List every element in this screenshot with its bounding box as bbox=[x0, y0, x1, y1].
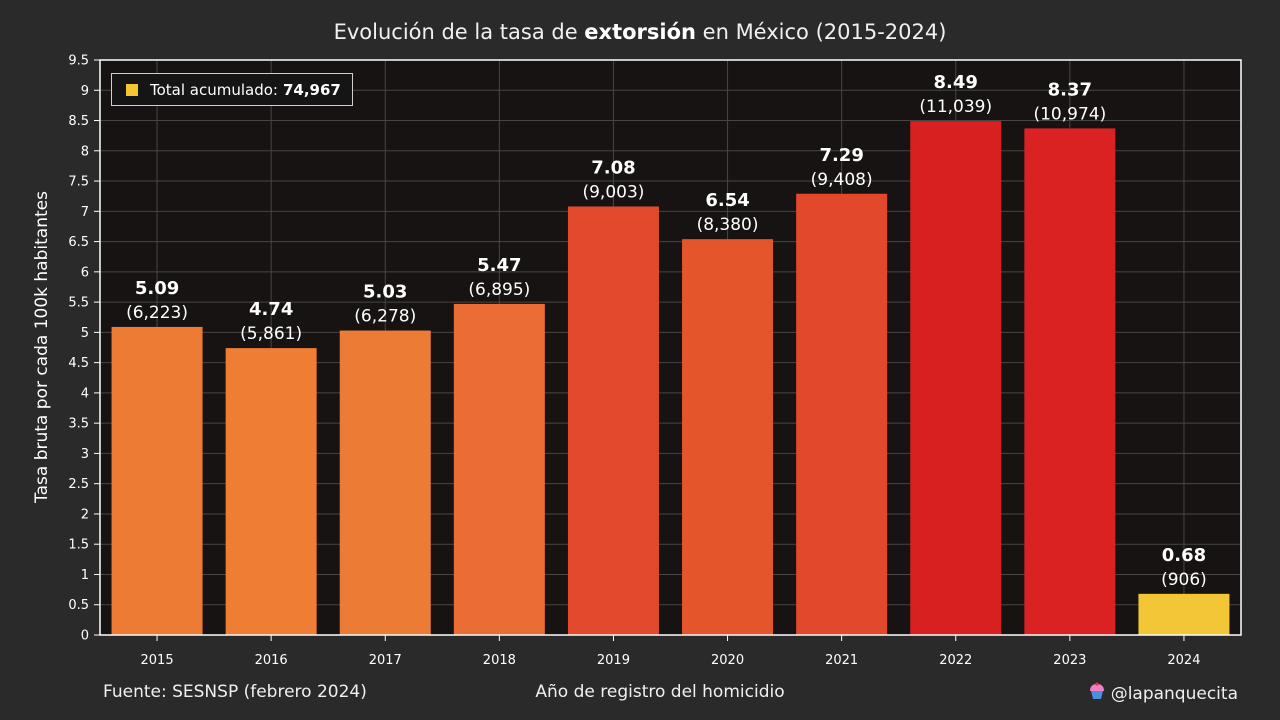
x-tick-label: 2024 bbox=[1167, 653, 1200, 668]
y-tick-label: 3.5 bbox=[68, 417, 89, 432]
y-tick-label: 8.5 bbox=[68, 114, 89, 129]
plot-border bbox=[99, 59, 1242, 636]
bar-2020 bbox=[682, 239, 774, 635]
y-tick-label: 5 bbox=[81, 326, 89, 341]
y-tick-label: 1.5 bbox=[68, 538, 89, 553]
y-tick-label: 9.5 bbox=[68, 54, 89, 69]
title-bold: extorsión bbox=[584, 20, 696, 44]
count-label-2018: (6,895) bbox=[468, 280, 530, 300]
x-tick-label: 2016 bbox=[255, 653, 288, 668]
count-label-2015: (6,223) bbox=[126, 303, 188, 323]
y-tick-label: 9 bbox=[81, 84, 89, 99]
x-tick-label: 2017 bbox=[369, 653, 402, 668]
y-tick-label: 6.5 bbox=[68, 235, 89, 250]
count-label-2020: (8,380) bbox=[697, 215, 759, 235]
x-tick-label: 2021 bbox=[825, 653, 858, 668]
x-tick-label: 2020 bbox=[711, 653, 744, 668]
bar-2021 bbox=[796, 193, 888, 635]
y-tick-label: 1 bbox=[81, 568, 89, 583]
y-axis-label: Tasa bruta por cada 100k habitantes bbox=[32, 191, 52, 503]
author-credit: @lapanquecita bbox=[1089, 682, 1238, 705]
source-note: Fuente: SESNSP (febrero 2024) bbox=[103, 682, 367, 702]
y-tick-label: 7.5 bbox=[68, 175, 89, 190]
legend-swatch bbox=[126, 83, 138, 96]
y-tick-label: 0.5 bbox=[68, 598, 89, 613]
title-prefix: Evolución de la tasa de bbox=[333, 20, 585, 44]
legend: Total acumulado: 74,967 bbox=[111, 73, 353, 106]
y-tick-label: 8 bbox=[81, 144, 89, 159]
bar-2017 bbox=[339, 330, 431, 635]
value-label-2022: 8.49 bbox=[934, 72, 978, 93]
legend-value: 74,967 bbox=[282, 80, 341, 99]
x-axis-label: Año de registro del homicidio bbox=[535, 682, 785, 702]
x-tick-label: 2023 bbox=[1053, 653, 1086, 668]
bar-2024 bbox=[1138, 593, 1230, 635]
y-tick-label: 0 bbox=[81, 629, 89, 644]
count-label-2019: (9,003) bbox=[582, 182, 644, 202]
y-tick-label: 7 bbox=[81, 205, 89, 220]
bar-2019 bbox=[567, 206, 659, 635]
y-tick-label: 5.5 bbox=[68, 296, 89, 311]
value-label-2019: 7.08 bbox=[591, 157, 635, 178]
author-handle: @lapanquecita bbox=[1110, 683, 1238, 704]
y-tick-label: 2 bbox=[81, 507, 89, 522]
count-label-2023: (10,974) bbox=[1033, 104, 1106, 124]
x-tick-label: 2019 bbox=[597, 653, 630, 668]
value-label-2015: 5.09 bbox=[135, 278, 179, 299]
bar-2023 bbox=[1024, 128, 1116, 636]
x-tick-label: 2015 bbox=[141, 653, 174, 668]
count-label-2016: (5,861) bbox=[240, 324, 302, 344]
title-suffix: en México (2015-2024) bbox=[695, 20, 947, 44]
y-tick-label: 3 bbox=[81, 447, 89, 462]
value-label-2017: 5.03 bbox=[363, 282, 407, 303]
x-tick-label: 2022 bbox=[939, 653, 972, 668]
value-label-2024: 0.68 bbox=[1162, 545, 1206, 566]
value-label-2023: 8.37 bbox=[1048, 79, 1092, 100]
count-label-2024: (906) bbox=[1161, 570, 1207, 590]
cupcake-icon bbox=[1089, 682, 1105, 705]
y-tick-label: 4.5 bbox=[68, 356, 89, 371]
y-tick-label: 4 bbox=[81, 386, 89, 401]
value-label-2020: 6.54 bbox=[705, 190, 749, 211]
chart-title: Evolución de la tasa de extorsión en Méx… bbox=[0, 20, 1280, 44]
bar-2015 bbox=[111, 326, 203, 635]
value-label-2018: 5.47 bbox=[477, 255, 521, 276]
count-label-2022: (11,039) bbox=[919, 97, 992, 117]
y-tick-label: 2.5 bbox=[68, 477, 89, 492]
bar-2022 bbox=[910, 121, 1002, 635]
y-tick-label: 6 bbox=[81, 265, 89, 280]
bar-2016 bbox=[225, 348, 317, 635]
x-tick-label: 2018 bbox=[483, 653, 516, 668]
bar-2018 bbox=[453, 303, 545, 635]
count-label-2021: (9,408) bbox=[811, 170, 873, 190]
value-label-2021: 7.29 bbox=[819, 145, 863, 166]
value-label-2016: 4.74 bbox=[249, 299, 293, 320]
count-label-2017: (6,278) bbox=[354, 307, 416, 327]
legend-label: Total acumulado: bbox=[150, 80, 278, 99]
